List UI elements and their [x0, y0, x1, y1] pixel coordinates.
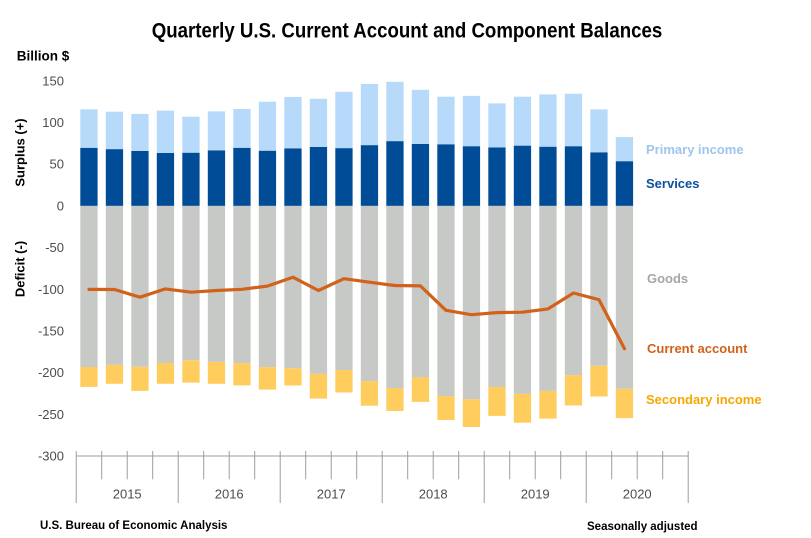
svg-text:100: 100 [42, 115, 64, 130]
svg-text:Deficit (-): Deficit (-) [13, 241, 28, 297]
svg-text:-200: -200 [38, 365, 64, 380]
svg-text:50: 50 [50, 157, 64, 172]
svg-text:Goods: Goods [647, 271, 688, 286]
svg-text:Secondary income: Secondary income [646, 392, 762, 407]
svg-text:Current account: Current account [647, 341, 748, 356]
svg-text:2019: 2019 [521, 487, 550, 502]
svg-text:-50: -50 [45, 240, 64, 255]
svg-text:-250: -250 [38, 407, 64, 422]
svg-text:Primary income: Primary income [646, 142, 744, 157]
svg-text:0: 0 [57, 198, 64, 213]
svg-text:Billion $: Billion $ [17, 48, 70, 63]
svg-text:2018: 2018 [419, 487, 448, 502]
svg-text:-150: -150 [38, 324, 64, 339]
svg-text:-300: -300 [38, 449, 64, 464]
svg-text:2017: 2017 [317, 487, 346, 502]
svg-text:-100: -100 [38, 282, 64, 297]
svg-text:Services: Services [646, 176, 700, 191]
svg-text:Quarterly U.S. Current Account: Quarterly U.S. Current Account and Compo… [152, 20, 662, 43]
svg-text:Surplus (+): Surplus (+) [13, 118, 28, 186]
svg-text:2020: 2020 [623, 487, 652, 502]
svg-text:150: 150 [42, 73, 64, 88]
svg-text:2015: 2015 [113, 487, 142, 502]
svg-text:U.S. Bureau of Economic Analys: U.S. Bureau of Economic Analysis [40, 520, 227, 532]
svg-text:Seasonally adjusted: Seasonally adjusted [587, 521, 698, 533]
svg-text:2016: 2016 [215, 487, 244, 502]
